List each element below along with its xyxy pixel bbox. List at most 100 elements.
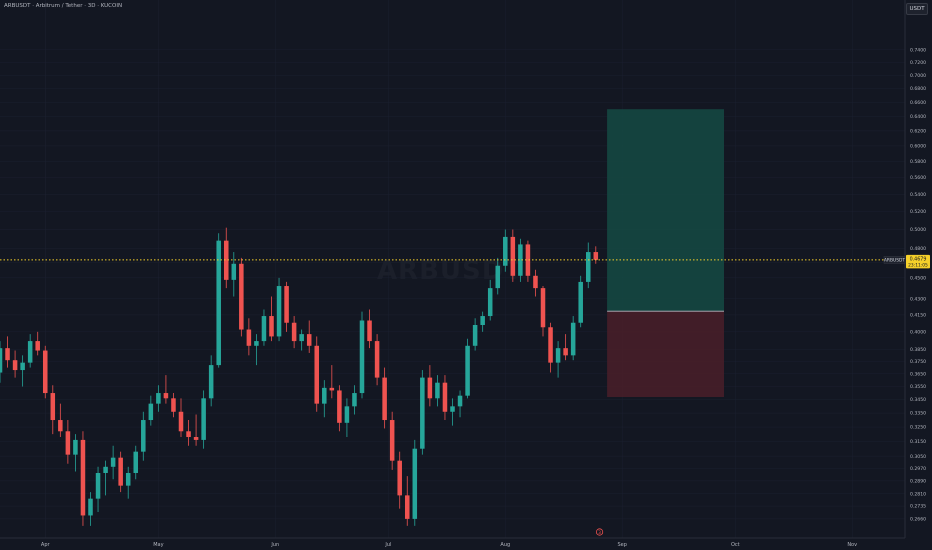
candle-body xyxy=(27,341,33,363)
candle xyxy=(73,434,78,472)
candle-body xyxy=(231,263,237,280)
candle-body xyxy=(254,341,259,346)
currency-badge[interactable]: USDT xyxy=(906,3,928,15)
candle xyxy=(344,398,350,438)
price-axis[interactable]: 0.7400 0.7200 0.7000 0.6800 0.6600 0.6400 0.62… xyxy=(910,47,926,522)
price-tick-label: 0.4150 xyxy=(910,313,926,319)
candle-body xyxy=(578,281,583,323)
candle-body xyxy=(193,437,199,440)
symbol-title[interactable]: ARBUSDT · Arbitrum / Tether · 3D · KUCOI… xyxy=(4,3,123,9)
candle xyxy=(171,393,176,418)
event-marker-label: 3 xyxy=(598,530,601,536)
event-marker[interactable]: 3 xyxy=(595,528,604,536)
candle-body xyxy=(593,252,599,260)
candle xyxy=(178,398,184,438)
candle-body xyxy=(337,390,342,423)
candle xyxy=(291,316,297,349)
candle-body xyxy=(389,420,395,461)
last-price-value: 0.4679 xyxy=(910,256,927,262)
candle xyxy=(367,309,372,349)
candle-body xyxy=(404,495,410,519)
candle-body xyxy=(322,387,327,404)
price-tick-label: 0.6800 xyxy=(910,86,926,92)
candle xyxy=(12,350,18,378)
candle-body xyxy=(88,498,93,516)
price-tick-label: 0.3750 xyxy=(910,359,926,365)
candle-body xyxy=(239,263,244,330)
candle xyxy=(148,395,154,426)
bar-countdown: 23:11:05 xyxy=(908,263,928,269)
candle xyxy=(35,331,40,356)
candle-body xyxy=(329,387,335,391)
candle-body xyxy=(148,403,154,421)
candle-body xyxy=(58,420,63,432)
candle xyxy=(487,279,493,321)
candle xyxy=(389,411,395,470)
candle-body xyxy=(246,329,252,346)
candle-body xyxy=(133,451,139,473)
candle-body xyxy=(201,398,206,440)
candle xyxy=(352,385,357,415)
price-tick-label: 0.3450 xyxy=(910,397,926,403)
candle xyxy=(103,460,108,496)
candle-body xyxy=(156,393,161,404)
candle xyxy=(299,329,304,351)
candle-body xyxy=(585,252,591,282)
candle xyxy=(269,296,274,342)
candle-body xyxy=(12,360,18,371)
candle xyxy=(337,385,342,432)
candle-body xyxy=(518,244,523,276)
candle xyxy=(510,229,516,282)
candle-body xyxy=(450,406,455,412)
candle xyxy=(80,431,86,526)
candle xyxy=(563,334,568,361)
time-axis[interactable]: Apr May Jun Jul Aug Sep Oct Nov xyxy=(41,542,857,548)
price-tick-label: 0.3150 xyxy=(910,439,926,445)
time-tick-label: Jun xyxy=(270,542,279,548)
candle xyxy=(397,451,402,509)
candles-layer xyxy=(0,227,599,526)
candle-body xyxy=(276,286,282,337)
candle-body xyxy=(65,431,71,455)
stop-loss-zone[interactable] xyxy=(607,311,724,397)
candle-body xyxy=(548,327,553,363)
candle-body xyxy=(171,398,176,412)
candle xyxy=(125,466,131,499)
price-tick-label: 0.5200 xyxy=(910,209,926,215)
price-tick-label: 0.2890 xyxy=(910,478,926,484)
candle xyxy=(231,252,237,297)
candle-body xyxy=(352,393,357,407)
candle xyxy=(329,365,335,399)
price-tick-label: 0.3650 xyxy=(910,371,926,377)
candle-body xyxy=(208,365,214,399)
candle-body xyxy=(163,393,169,399)
candle-body xyxy=(420,377,425,449)
price-tick-label: 0.5400 xyxy=(910,192,926,198)
candle-body xyxy=(344,406,350,423)
price-tick-label: 0.6400 xyxy=(910,114,926,120)
candle xyxy=(314,336,320,412)
candle-body xyxy=(73,439,78,455)
candle xyxy=(555,341,561,378)
candle xyxy=(585,242,591,289)
price-tick-label: 0.5600 xyxy=(910,175,926,181)
candle xyxy=(457,390,463,418)
candle xyxy=(163,375,169,404)
candle-body xyxy=(186,431,191,438)
candle-body xyxy=(480,316,485,325)
candle xyxy=(450,398,455,426)
candle xyxy=(42,345,48,399)
candle xyxy=(495,257,501,295)
candle-body xyxy=(35,341,40,351)
profit-target-zone[interactable] xyxy=(607,109,724,312)
candle-body xyxy=(299,334,304,342)
candle xyxy=(246,318,252,356)
candle xyxy=(518,238,523,282)
position-zones[interactable] xyxy=(607,109,724,397)
price-tick-label: 0.7400 xyxy=(910,47,926,53)
candle xyxy=(503,229,508,272)
candle xyxy=(435,375,440,407)
price-tick-label: 0.3850 xyxy=(910,347,926,353)
